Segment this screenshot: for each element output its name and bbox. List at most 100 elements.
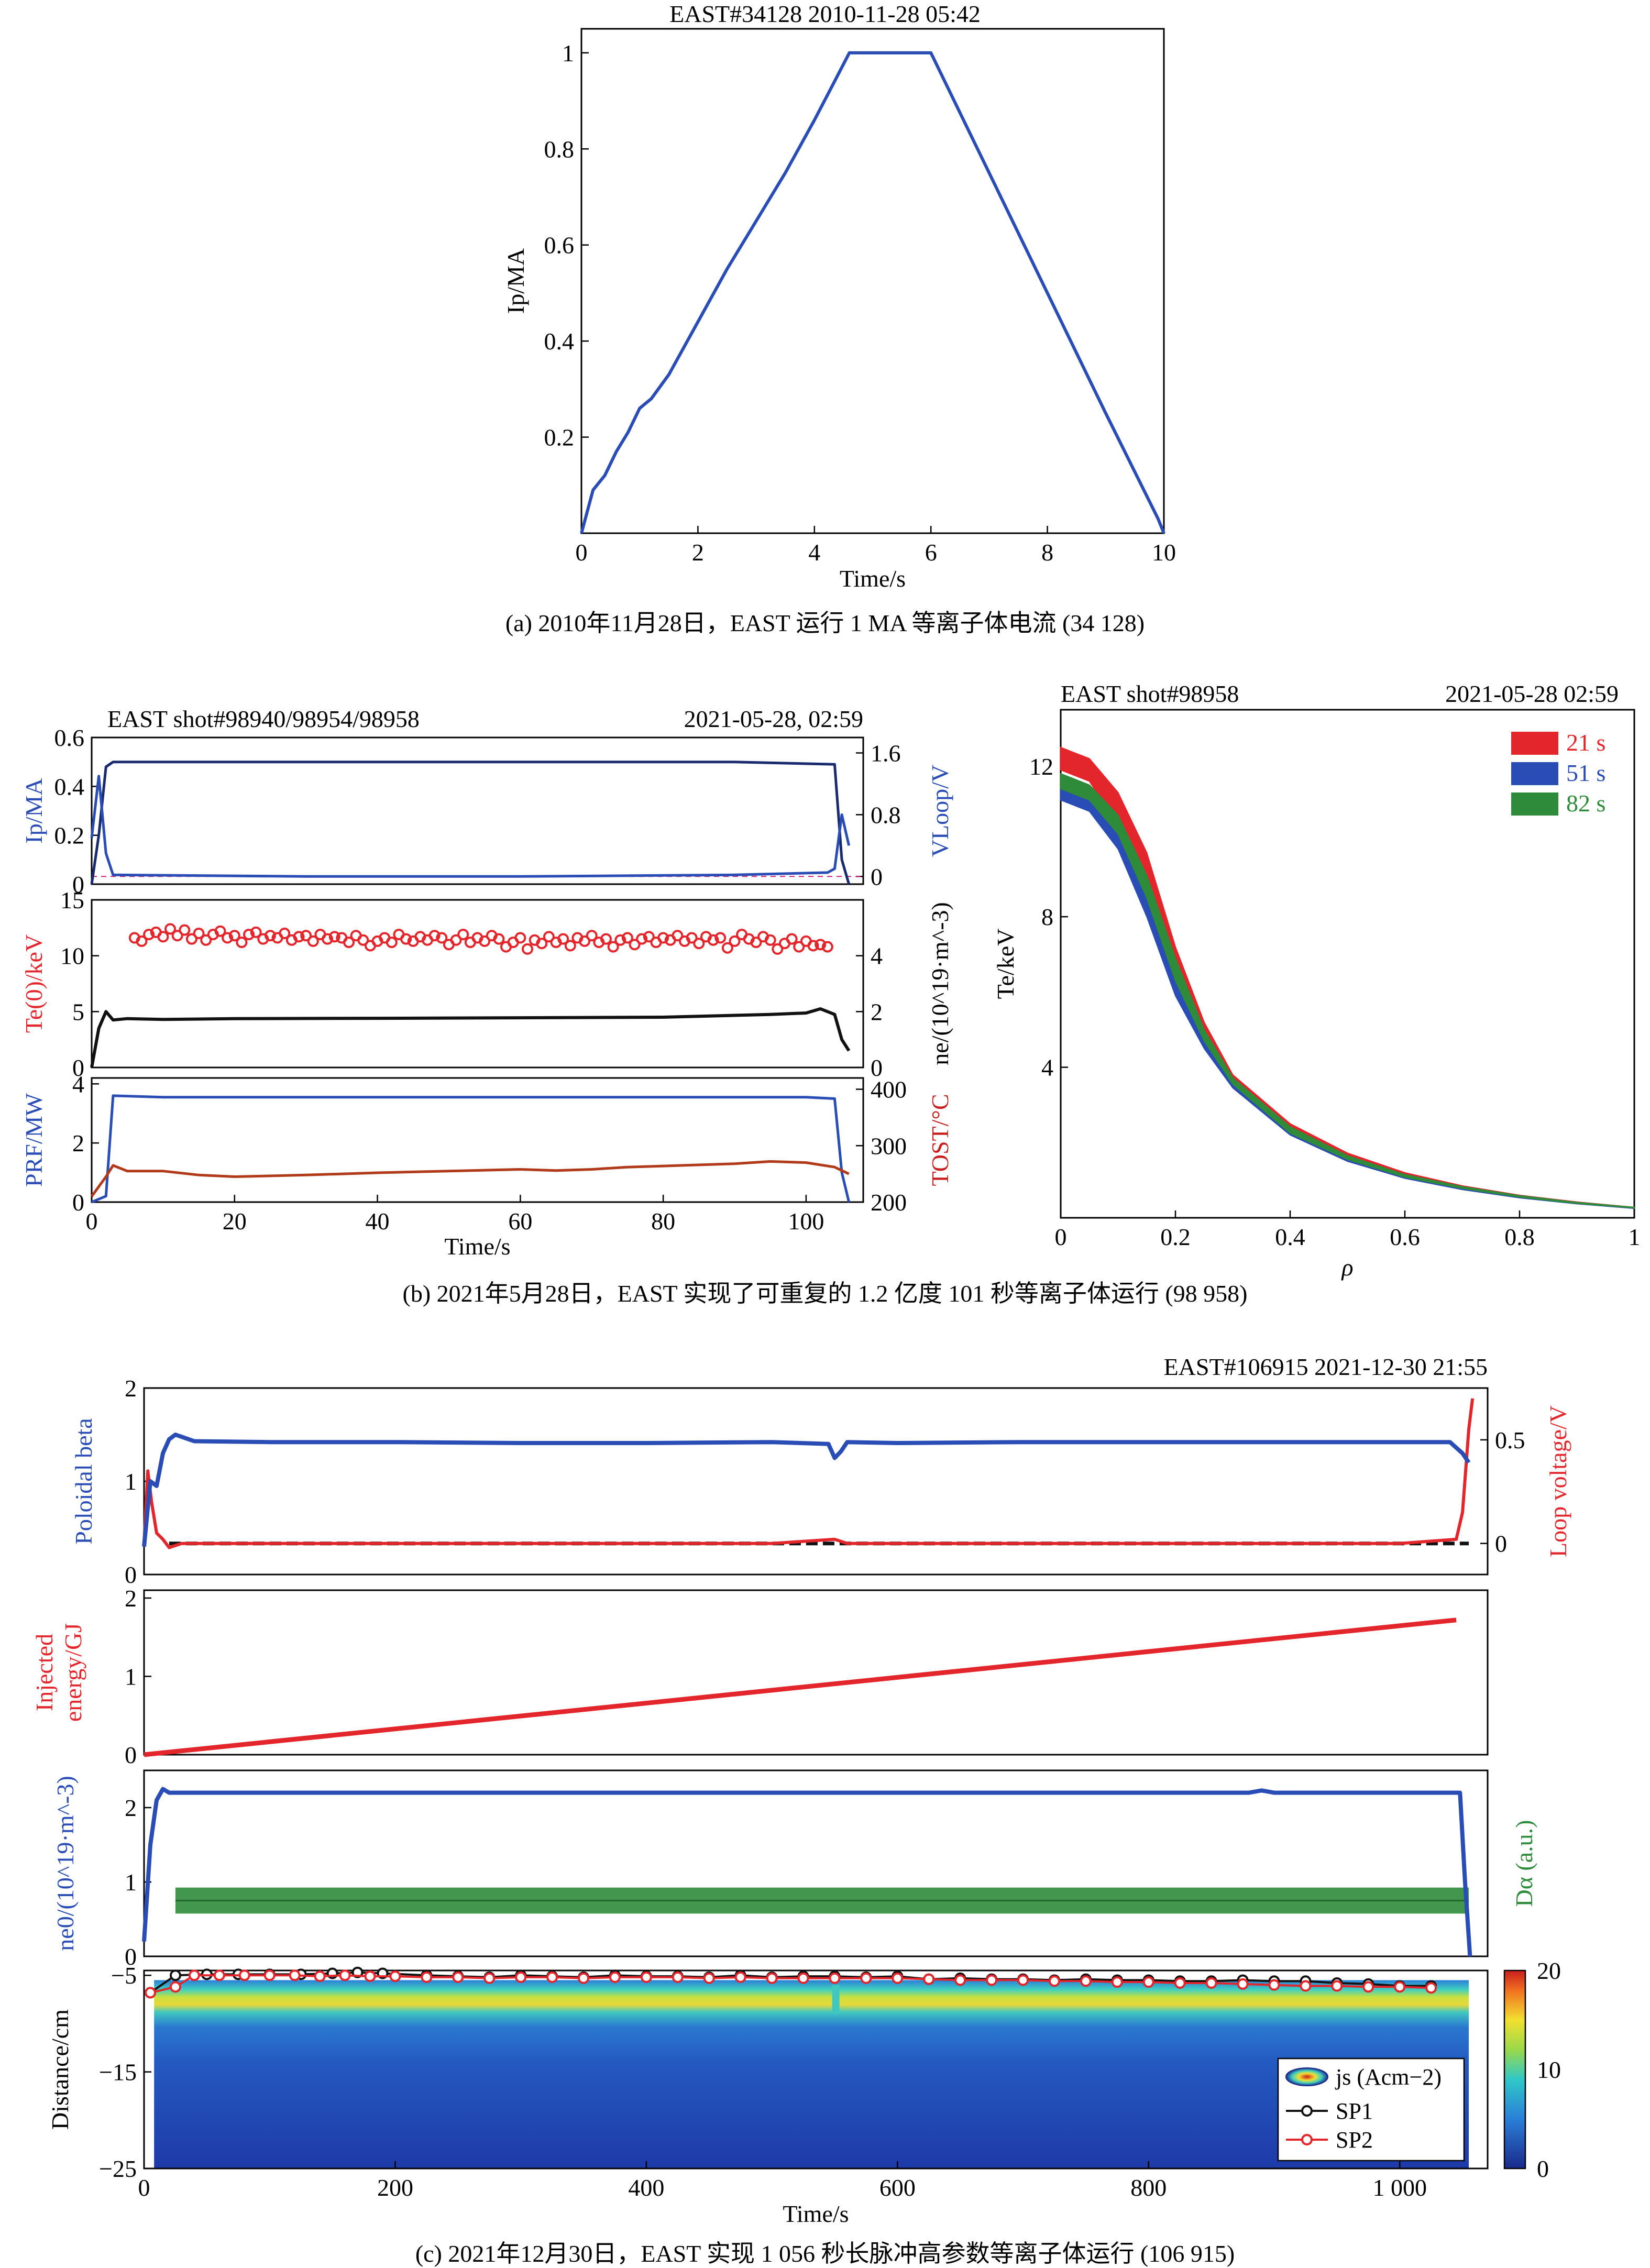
strike-point-marker [339,1969,351,1981]
strike-point-marker [483,1972,496,1984]
y-tick-label-b3: 0 [72,1189,84,1216]
strike-point-marker [144,1987,156,1999]
colorbar [1503,1969,1526,2170]
te0-marker [479,935,491,947]
x-tick-label-b3: 0 [86,1208,98,1235]
te0-marker [614,934,626,946]
x-tick-label-b3: 60 [508,1208,532,1235]
strike-point-marker [829,1972,841,1984]
y-tick-label-b4: 8 [1041,904,1053,930]
panel-c-caption: (c) 2021年12月30日，EAST 实现 1 056 秒长脉冲高参数等离子… [415,2240,1235,2267]
te0-marker [450,934,462,946]
te0-marker [536,938,548,950]
te0-marker [521,943,533,955]
te0-marker [171,930,183,942]
panel-b-right-header-right: 2021-05-28 02:59 [1445,680,1619,707]
plot-frame-b4 [1060,709,1635,1219]
tost-line [90,1160,850,1197]
y-tick-label-c2: 2 [125,1585,137,1612]
y-tick-label-b1-right: 0 [871,863,883,890]
plot-frame-a [580,28,1165,534]
y-tick-label-c2: 1 [125,1663,137,1690]
te0-marker [607,941,619,953]
strike-point-marker [238,1969,250,1981]
te0-marker [279,928,291,939]
y-axis-label-c3: ne0/(10^19·m^-3) [52,1776,79,1951]
y-tick-label-b3-right: 200 [871,1189,907,1216]
panel-b-left-header-left: EAST shot#98940/98954/98958 [107,706,420,732]
y-tick-label-b3: 2 [72,1130,84,1157]
te0-marker [228,930,240,942]
legend-label-b4: 21 s [1566,729,1605,756]
plot-frame-b1 [91,736,864,885]
y-tick-label-b2: 10 [60,943,84,970]
y-tick-label-b1-right: 1.6 [871,740,901,766]
te0-marker [786,933,798,945]
y-tick-label-a: 1 [562,40,574,67]
legend-label-b4: 82 s [1566,790,1605,817]
colorbar-tick-label: 0 [1537,2155,1549,2182]
colorbar-tick-label: 10 [1537,2056,1561,2083]
x-tick-label-c4: 800 [1130,2174,1167,2201]
strike-point-marker [578,1972,590,1984]
strike-point-marker [1394,1981,1406,1993]
te0-marker [193,928,205,939]
strike-point-marker [389,1970,401,1983]
te0-marker [214,925,226,937]
y-tick-label-b1-right: 0.8 [871,801,901,828]
y-axis-label-c2: Injected [31,1634,58,1711]
strike-point-marker [188,1969,200,1981]
x-tick-label-c4: 0 [138,2174,150,2201]
strike-point-marker [860,1972,872,1984]
y-tick-label-b2: 0 [72,1054,84,1081]
te0-marker [136,935,148,947]
te0-marker [386,937,398,949]
y-tick-label-c1-right: 0.5 [1495,1427,1525,1454]
y-tick-label-b3-right: 300 [871,1132,907,1159]
x-axis-label-b4: ρ [1340,1254,1353,1281]
te0-marker [750,937,762,949]
y-tick-label-a: 0.6 [544,232,575,259]
te0-marker [729,935,741,947]
x-tick-label-a: 10 [1152,539,1176,566]
y-tick-label-b3-right: 400 [871,1076,907,1103]
legend-contour-icon [1285,2067,1328,2086]
te0-marker [793,941,805,953]
y-tick-label-a: 0.8 [544,136,575,162]
strike-point-marker [314,1970,326,1983]
strike-point-marker [1237,1978,1249,1990]
y-axis-label-b1: Ip/MA [20,778,47,843]
te0-marker [300,930,312,942]
y-tick-label-c1: 1 [125,1468,137,1495]
te0-marker [157,931,169,943]
strike-point-marker [923,1973,935,1985]
te0-marker [600,933,612,945]
strike-point-marker [1048,1975,1060,1987]
y-axis-right-label-b3: TOST/°C [927,1094,953,1186]
strike-point-marker [546,1971,558,1983]
strike-point-marker [213,1969,225,1981]
injected-energy-line [144,1617,1457,1757]
x-tick-label-b4: 0.6 [1390,1224,1420,1250]
te0-marker [428,930,441,942]
te0-marker [721,942,733,954]
strike-point-marker [672,1971,684,1983]
te0-marker [328,931,340,943]
te-profile-band [1060,746,1635,1209]
strike-point-marker [1174,1977,1186,1989]
strike-point-marker [986,1974,998,1986]
panel-b-caption: (b) 2021年5月28日，EAST 实现了可重复的 1.2 亿度 101 秒… [403,1280,1248,1307]
x-axis-label-b3: Time/s [444,1233,510,1260]
te0-marker [543,931,555,943]
te0-marker [586,930,598,942]
x-tick-label-b3: 40 [366,1208,390,1235]
strike-point-marker [1205,1977,1217,1989]
te0-marker [807,940,819,952]
y-axis-label-b4: Te/keV [992,929,1019,999]
y-axis-right-label-c1: Loop voltage/V [1545,1405,1571,1557]
plot-frame-c4 [143,1969,1489,2170]
strike-point-marker [263,1969,276,1981]
y-tick-label-b2: 5 [72,998,84,1025]
te0-marker [250,926,262,938]
